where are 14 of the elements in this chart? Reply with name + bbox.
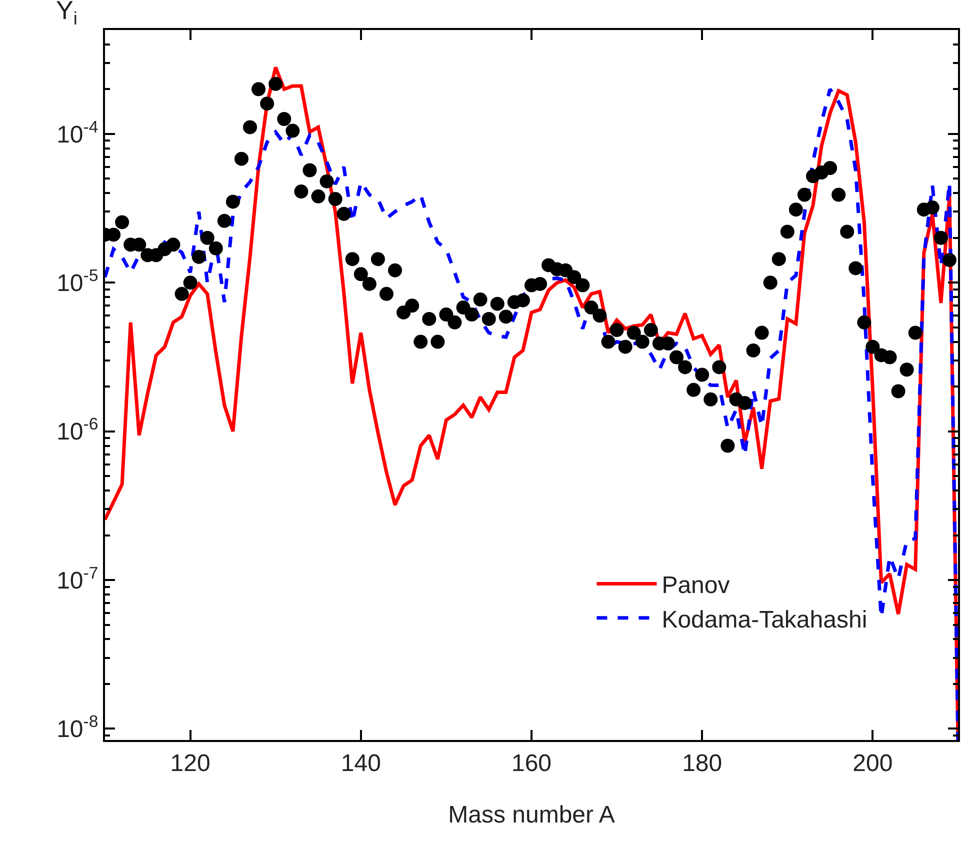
x-tick-label: 120 (170, 750, 210, 777)
y-axis-title: Y$_{i}$ (56, 0, 78, 28)
x-tick-label: 180 (682, 750, 722, 777)
y-tick-label: 10$^{-6}$ (56, 414, 98, 446)
x-tick-label: 160 (511, 750, 552, 777)
x-axis-title: Mass number A (448, 802, 615, 829)
x-tick-label: 200 (852, 750, 893, 777)
legend-label: Panov (662, 572, 730, 600)
y-tick-label: 10$^{-5}$ (56, 266, 98, 298)
legend-label: Kodama-Takahashi (662, 606, 868, 634)
x-tick-label: 140 (340, 750, 381, 777)
y-tick-label: 10$^{-7}$ (56, 563, 98, 594)
y-tick-label: 10$^{-8}$ (56, 712, 98, 744)
y-tick-label: 10$^{-4}$ (56, 117, 98, 148)
